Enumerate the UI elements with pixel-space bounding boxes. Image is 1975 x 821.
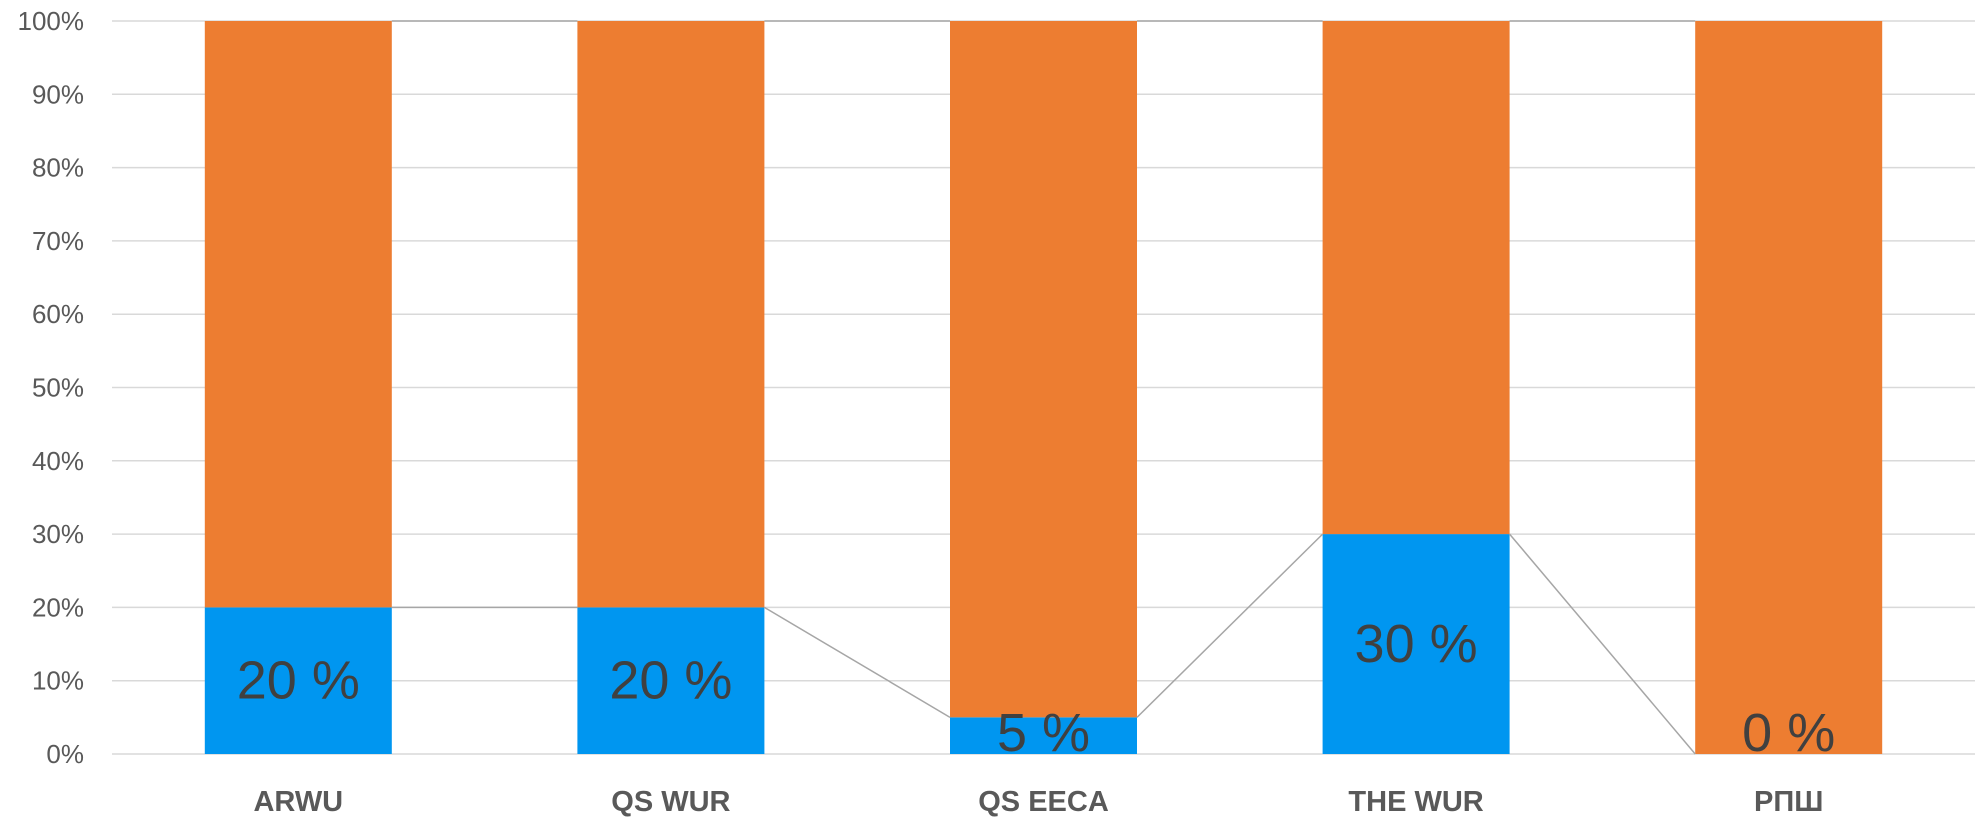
category-labels: ARWU QS WUR QS EECA THE WUR РПШ [253, 786, 1823, 818]
bar-segment [577, 607, 765, 754]
data-label: 30 % [1355, 614, 1478, 674]
series-line [1509, 533, 1696, 755]
data-label: 20 % [237, 651, 360, 711]
series-line [764, 606, 951, 718]
category-label: THE WUR [1348, 786, 1483, 818]
data-label: 0 % [1742, 703, 1835, 763]
category-label: QS EECA [978, 786, 1109, 818]
data-label: 20 % [609, 651, 732, 711]
y-tick-label: 80% [32, 153, 84, 183]
category-label: РПШ [1754, 786, 1823, 818]
bar-segment [950, 717, 1137, 754]
y-tick-label: 30% [32, 519, 84, 549]
series-line [1136, 533, 1324, 718]
y-tick-label: 90% [32, 79, 84, 109]
bar-segment [1322, 21, 1510, 535]
data-labels: 20 % 20 % 5 % 30 % 0 % [237, 614, 1835, 763]
y-tick-label: 0% [46, 739, 84, 769]
category-label: QS WUR [611, 786, 730, 818]
y-tick-label: 70% [32, 226, 84, 256]
y-axis-tick-labels: 0% 10% 20% 30% 40% 50% 60% 70% 80% 90% 100% [18, 6, 85, 769]
series-lines [391, 20, 1696, 755]
bar-segment [577, 21, 765, 608]
bar-segment [1695, 21, 1883, 754]
category-label: ARWU [253, 786, 343, 818]
bar-segment [204, 607, 392, 754]
data-label: 5 % [997, 703, 1090, 763]
bar-segment [204, 21, 392, 608]
bars [204, 21, 1883, 754]
y-tick-label: 50% [32, 373, 84, 403]
y-tick-label: 10% [32, 666, 84, 696]
bar-segment [1322, 534, 1510, 754]
y-tick-label: 60% [32, 299, 84, 329]
y-tick-label: 20% [32, 592, 84, 622]
y-tick-label: 100% [18, 6, 85, 36]
bar-segment [950, 21, 1137, 718]
y-tick-label: 40% [32, 446, 84, 476]
